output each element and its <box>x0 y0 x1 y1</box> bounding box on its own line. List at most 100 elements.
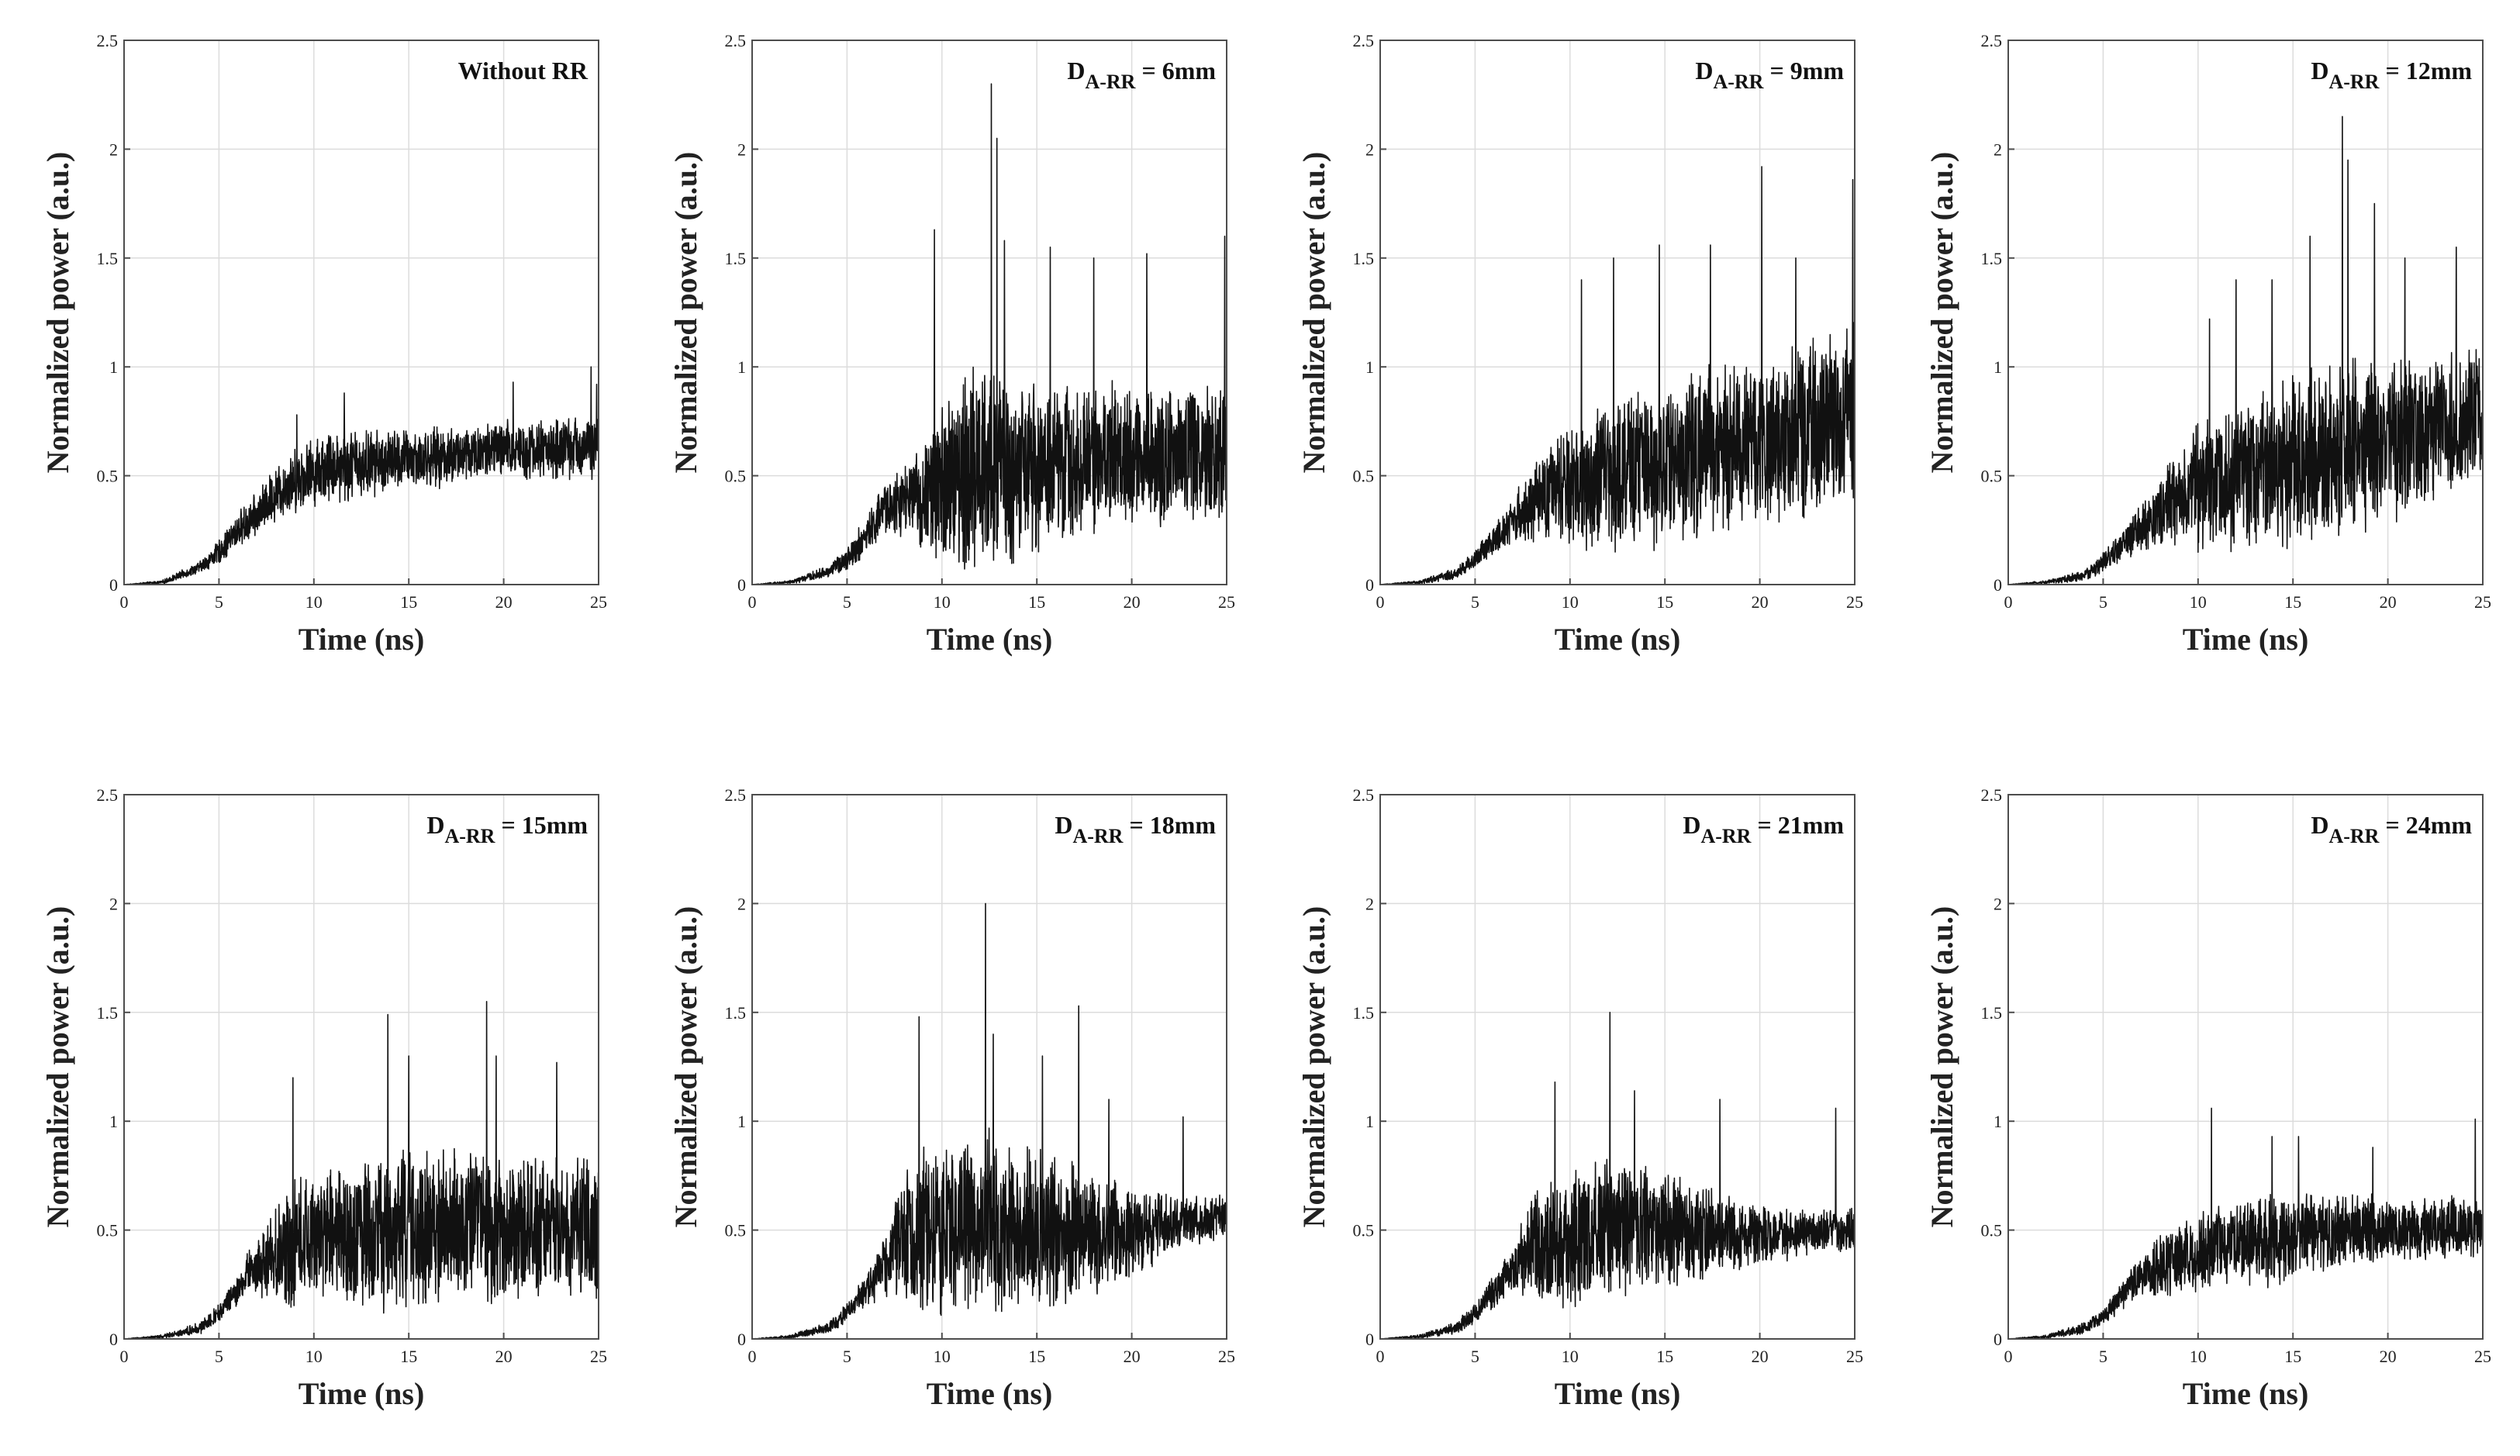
power-trace <box>1379 166 1855 585</box>
y-axis-label: Normalized power (a.u.) <box>668 152 703 474</box>
panel-annotation: DA-RR = 24mm <box>2311 811 2472 847</box>
y-tick-label: 0 <box>109 1330 118 1349</box>
x-tick-label: 20 <box>1752 1347 1769 1366</box>
y-tick-label: 1 <box>1365 1112 1374 1131</box>
x-tick-label: 10 <box>306 592 323 612</box>
y-tick-label: 0.5 <box>725 1221 747 1240</box>
annotation-suffix: = 21mm <box>1751 811 1844 839</box>
x-tick-label: 25 <box>590 1347 607 1366</box>
y-tick-label: 1 <box>1994 1112 2002 1131</box>
chart-panel-5: 0 5 10 15 20 25 0 0.5 1 1.5 2 2.5 Time (ns) Normalize… <box>40 785 607 1411</box>
power-trace <box>751 902 1227 1340</box>
x-tick-label: 5 <box>1471 1347 1479 1366</box>
axes-frame <box>1379 794 1855 1340</box>
x-tick-label: 20 <box>495 1347 513 1366</box>
chart-panel-2: 0 5 10 15 20 25 0 0.5 1 1.5 2 2.5 Time (ns) Normalize… <box>668 31 1235 657</box>
power-trace <box>123 366 599 585</box>
x-tick-label: 20 <box>1124 592 1141 612</box>
y-tick-label: 0.5 <box>97 1221 119 1240</box>
y-tick-label: 0 <box>737 1330 746 1349</box>
axes-frame <box>2007 794 2484 1340</box>
annotation-suffix: = 9mm <box>1763 57 1844 85</box>
y-tick-label: 2 <box>1994 894 2002 913</box>
annotation-suffix: = 24mm <box>2379 811 2472 839</box>
annotation-main: D <box>2311 811 2328 839</box>
axes-frame <box>751 40 1227 585</box>
chart-panel-4: 0 5 10 15 20 25 0 0.5 1 1.5 2 2.5 Time (ns) Normalize… <box>1925 31 2491 657</box>
axes-frame <box>2007 40 2484 585</box>
y-tick-label: 2 <box>737 140 746 159</box>
x-tick-label: 20 <box>1752 592 1769 612</box>
annotation-main: D <box>1067 57 1085 85</box>
y-tick-label: 0 <box>1994 575 2002 595</box>
panel-annotation: DA-RR = 18mm <box>1055 811 1216 847</box>
y-tick-label: 0.5 <box>97 467 119 486</box>
x-axis-label: Time (ns) <box>1555 622 1681 657</box>
x-tick-label: 25 <box>1846 1347 1863 1366</box>
x-tick-label: 15 <box>400 1347 417 1366</box>
power-trace <box>2007 116 2484 585</box>
x-tick-label: 15 <box>2284 1347 2301 1366</box>
y-tick-label: 1.5 <box>725 1003 747 1023</box>
axes-frame <box>751 794 1227 1340</box>
y-tick-label: 1 <box>109 1112 118 1131</box>
panel-annotation: DA-RR = 6mm <box>1067 57 1216 93</box>
y-tick-label: 1 <box>737 1112 746 1131</box>
x-tick-label: 25 <box>2474 592 2491 612</box>
chart-panel-8: 0 5 10 15 20 25 0 0.5 1 1.5 2 2.5 Time (ns) Normalize… <box>1925 785 2491 1411</box>
x-tick-label: 20 <box>1124 1347 1141 1366</box>
y-axis-label: Normalized power (a.u.) <box>1296 152 1331 474</box>
annotation-subscript: A-RR <box>1713 71 1763 93</box>
x-axis-label: Time (ns) <box>2183 1376 2309 1411</box>
y-tick-label: 0.5 <box>1353 1221 1375 1240</box>
y-tick-label: 2.5 <box>725 31 747 50</box>
panel-annotation: DA-RR = 15mm <box>426 811 588 847</box>
x-tick-label: 10 <box>934 1347 951 1366</box>
y-tick-label: 0 <box>109 575 118 595</box>
x-tick-label: 0 <box>1376 592 1385 612</box>
annotation-subscript: A-RR <box>444 825 495 847</box>
x-axis-label: Time (ns) <box>2183 622 2309 657</box>
x-tick-label: 0 <box>2004 592 2013 612</box>
x-tick-label: 5 <box>2099 1347 2107 1366</box>
x-tick-label: 10 <box>2190 1347 2207 1366</box>
y-tick-label: 0 <box>1365 1330 1374 1349</box>
y-tick-label: 0.5 <box>725 467 747 486</box>
y-tick-label: 2.5 <box>725 785 747 805</box>
annotation-suffix: = 15mm <box>495 811 588 839</box>
annotation-subscript: A-RR <box>2328 71 2379 93</box>
y-tick-label: 2.5 <box>1981 31 2003 50</box>
y-tick-label: 1 <box>1365 357 1374 377</box>
x-tick-label: 25 <box>2474 1347 2491 1366</box>
y-tick-label: 0.5 <box>1981 467 2003 486</box>
y-tick-label: 2.5 <box>97 31 119 50</box>
x-axis-label: Time (ns) <box>1555 1376 1681 1411</box>
chart-panel-6: 0 5 10 15 20 25 0 0.5 1 1.5 2 2.5 Time (ns) Normalize… <box>668 785 1235 1411</box>
y-tick-label: 0.5 <box>1353 467 1375 486</box>
x-tick-label: 0 <box>2004 1347 2013 1366</box>
x-tick-label: 0 <box>748 592 757 612</box>
x-tick-label: 5 <box>1471 592 1479 612</box>
panel-annotation: DA-RR = 12mm <box>2311 57 2472 93</box>
annotation-suffix: = 12mm <box>2379 57 2472 85</box>
x-tick-label: 0 <box>748 1347 757 1366</box>
x-tick-label: 20 <box>2380 592 2397 612</box>
annotation-main: D <box>1055 811 1072 839</box>
power-trace <box>123 1001 599 1340</box>
y-tick-label: 1.5 <box>1981 249 2003 268</box>
y-axis-label: Normalized power (a.u.) <box>668 906 703 1228</box>
y-tick-label: 1.5 <box>97 1003 119 1023</box>
y-tick-label: 2.5 <box>1353 785 1375 805</box>
power-trace <box>1379 1012 1855 1340</box>
chart-panel-3: 0 5 10 15 20 25 0 0.5 1 1.5 2 2.5 Time (ns) Normalize… <box>1296 31 1863 657</box>
annotation-main: Without RR <box>458 57 589 85</box>
y-tick-label: 1 <box>1994 357 2002 377</box>
y-tick-label: 1.5 <box>1353 249 1375 268</box>
y-tick-label: 2 <box>1994 140 2002 159</box>
y-tick-label: 1.5 <box>1981 1003 2003 1023</box>
y-tick-label: 2 <box>1365 894 1374 913</box>
y-tick-label: 2.5 <box>97 785 119 805</box>
annotation-suffix: = 6mm <box>1135 57 1216 85</box>
y-axis-label: Normalized power (a.u.) <box>1296 906 1331 1228</box>
